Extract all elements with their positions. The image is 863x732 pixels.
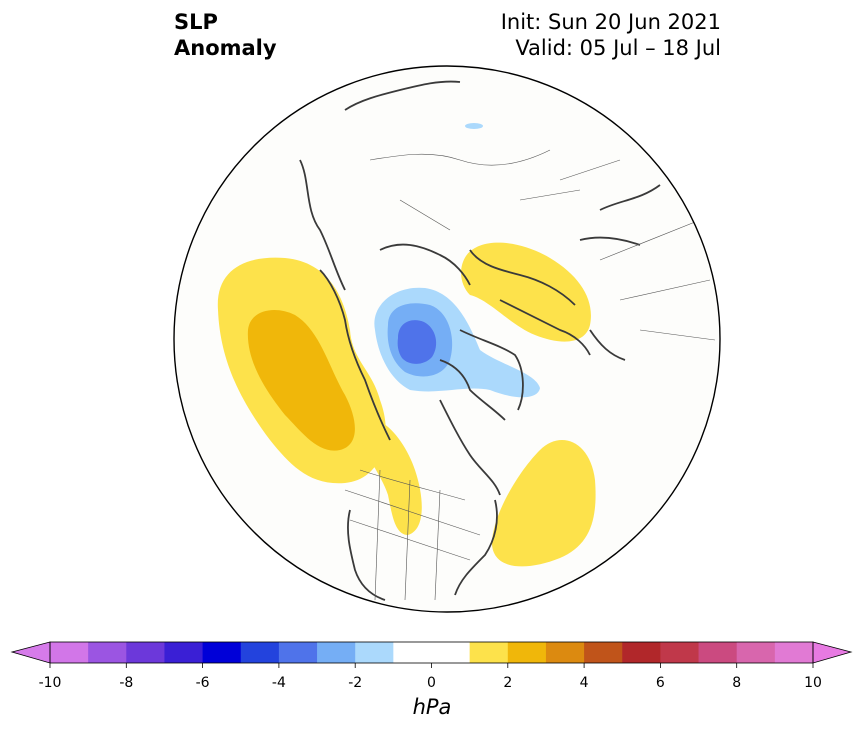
arctic-low-core xyxy=(397,320,437,364)
colorbar-segments xyxy=(50,642,814,663)
colorbar-segment xyxy=(317,642,356,663)
colorbar-tick-label: 0 xyxy=(427,675,436,691)
borders xyxy=(344,149,716,601)
pacific-high-core xyxy=(247,310,355,451)
colorbar-segment xyxy=(622,642,661,663)
colorbar-segment xyxy=(240,642,280,663)
title-line-2: Anomaly xyxy=(174,36,277,60)
colorbar-tick-label: 2 xyxy=(503,675,513,691)
colorbar-segment xyxy=(278,642,318,663)
forecast-dates: Init: Sun 20 Jun 2021 Valid: 05 Jul – 18… xyxy=(501,9,721,61)
init-date: Init: Sun 20 Jun 2021 xyxy=(500,10,721,34)
colorbar-tick-label: 6 xyxy=(655,675,665,691)
colorbar-segment xyxy=(126,642,165,663)
colorbar-segment xyxy=(88,642,127,663)
siberia-low-patch xyxy=(465,123,483,129)
rockies-high xyxy=(359,418,422,535)
colorbar-segment xyxy=(545,642,585,663)
colorbar-segment xyxy=(660,642,700,663)
colorbar-segment xyxy=(355,642,394,663)
colorbar-segment xyxy=(774,642,814,663)
colorbar-tick-label: 10 xyxy=(804,675,822,691)
colorbar-segment xyxy=(698,642,738,663)
colorbar-tick-label: -6 xyxy=(195,675,210,691)
colorbar-tick-label: -10 xyxy=(38,675,62,691)
colorbar-segment xyxy=(469,642,509,663)
colorbar-over-triangle xyxy=(812,641,853,664)
colorbar-tick-label: 8 xyxy=(732,675,742,691)
colorbar-segment xyxy=(50,642,89,663)
colorbar-tick-label: -4 xyxy=(271,675,286,691)
map-boundary xyxy=(173,65,721,613)
title-line-1: SLP xyxy=(174,10,218,34)
colorbar-segment xyxy=(164,642,204,663)
valid-range: Valid: 05 Jul – 18 Jul xyxy=(515,36,721,60)
colorbar-segment xyxy=(202,642,242,663)
colorbar-segment xyxy=(431,642,471,663)
colorbar-tick-label: -2 xyxy=(348,675,363,691)
coastlines xyxy=(299,80,661,601)
colorbar-segment xyxy=(584,642,623,663)
colorbar-tick-label: -8 xyxy=(119,675,134,691)
colorbar-ticks xyxy=(49,663,814,668)
chart-title: SLP Anomaly xyxy=(174,9,277,61)
colorbar-segment xyxy=(736,642,776,663)
colorbar-unit: hPa xyxy=(412,695,452,719)
colorbar-under-triangle xyxy=(10,641,51,664)
colorbar-segment xyxy=(393,642,432,663)
colorbar-tick-label: 4 xyxy=(579,675,589,691)
atlantic-high xyxy=(491,440,596,567)
colorbar-segment xyxy=(507,642,547,663)
